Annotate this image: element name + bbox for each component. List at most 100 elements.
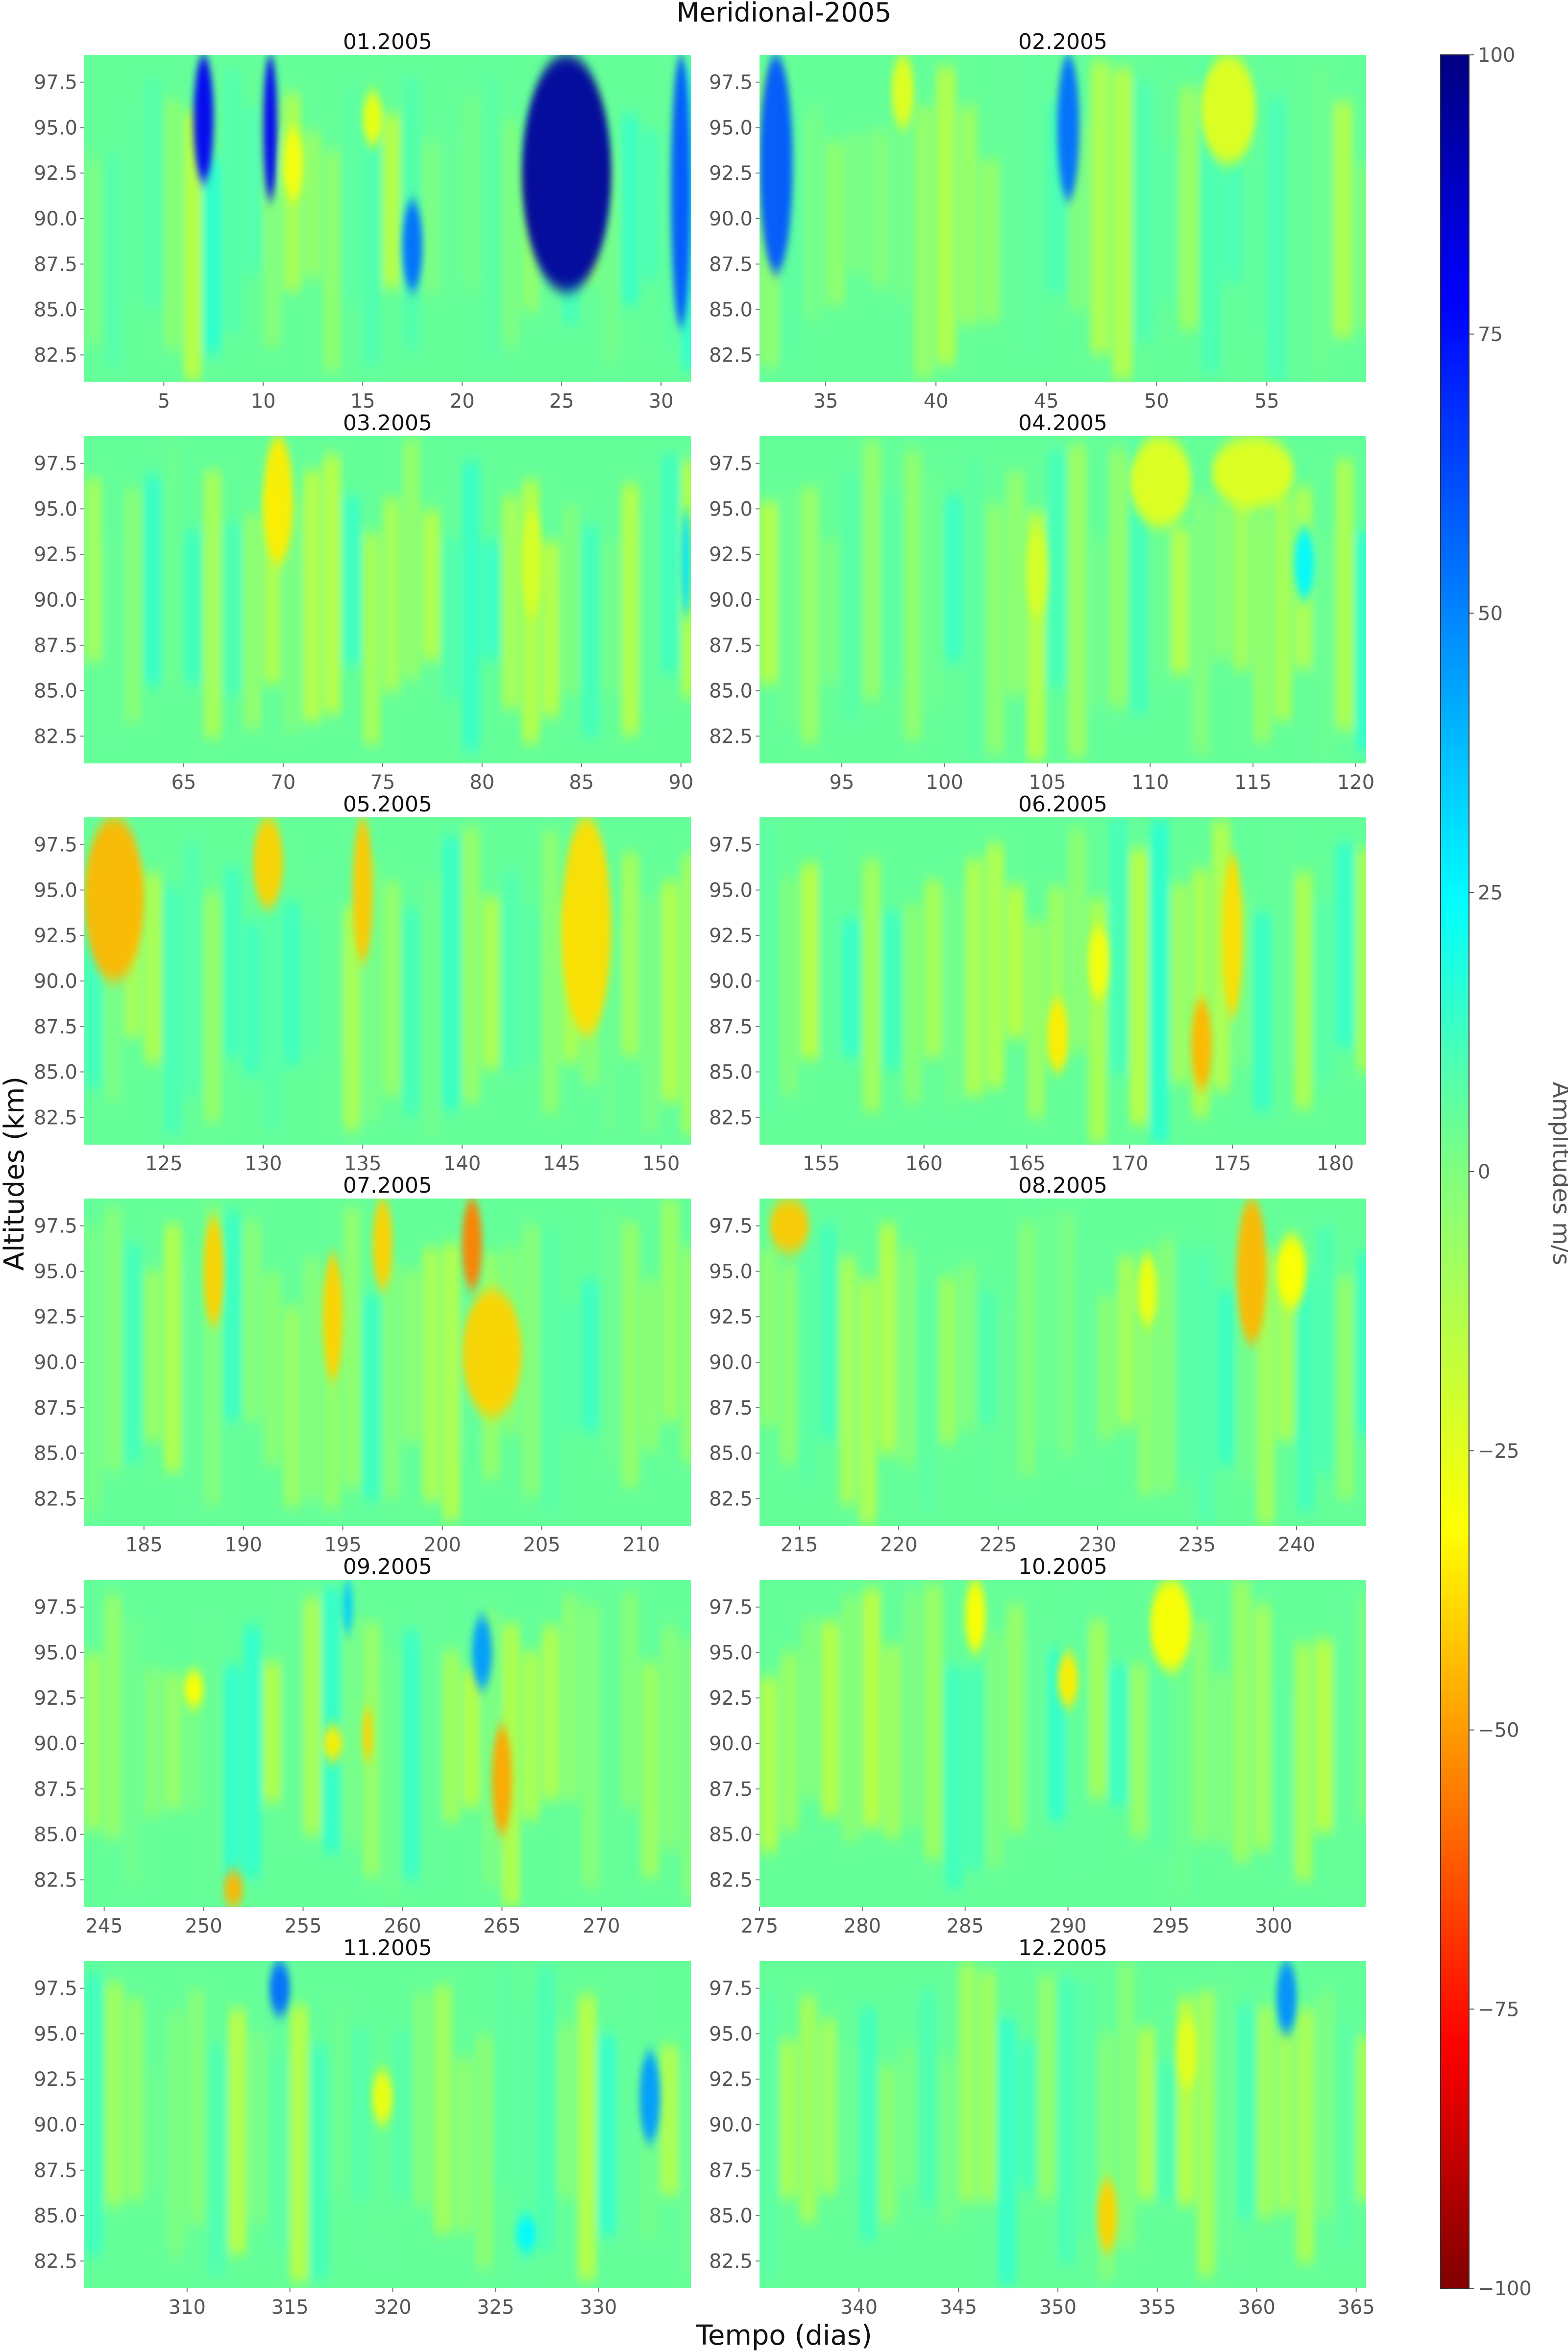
heatmap-cell [839,1257,857,1504]
heatmap-cell [1356,2038,1366,2200]
heatmap-cell [848,132,868,273]
heatmap-feature [1177,2015,1197,2088]
x-tick-label: 115 [1234,771,1272,794]
heatmap-cell [780,877,799,1097]
heatmap-cell [144,1667,162,1819]
heatmap-cell [914,106,934,378]
heatmap-cell [164,438,182,687]
heatmap-cell [203,892,222,1123]
heatmap-cell [521,1651,540,1820]
x-tick-label: 355 [1139,2296,1176,2319]
heatmap-cell [1356,849,1366,1071]
heatmap-cell [1129,1663,1149,1837]
heatmap-cell [164,1671,182,1809]
heatmap-cell [1156,145,1176,304]
heatmap-cell [223,523,242,696]
heatmap-cell [760,1996,778,2278]
heatmap-cell [402,909,420,1116]
heatmap-cell [1112,68,1132,379]
y-tick-label: 92.5 [34,2068,77,2091]
heatmap-cell [482,540,500,661]
x-tick-label: 275 [741,1915,778,1937]
x-tick-label: 50 [1144,390,1169,413]
heatmap-cell [382,115,401,288]
heatmap-cell [562,504,580,694]
heatmap-cell [1078,1259,1096,1471]
y-tick-label: 90.0 [34,208,77,230]
heatmap-cell [1217,1291,1235,1465]
heatmap-cell [1197,1990,1215,2277]
heatmap-field [760,818,1366,1144]
heatmap-cell [858,2008,877,2240]
heatmap-cell [804,109,824,320]
heatmap-feature [183,1670,204,1707]
y-tick-label: 82.5 [34,1106,77,1129]
heatmap-feature [203,1217,224,1326]
heatmap-cell [581,525,600,738]
heatmap-cell [581,1603,600,1888]
heatmap-cell [343,1617,361,1845]
colorbar: 100 75 50 25 0 −25 −50 −75 −100 Amplitudes m/s [1440,44,1568,2300]
heatmap-feature [1222,854,1243,1018]
x-tick-label: 325 [477,2296,514,2319]
panel-title: 04.2005 [1018,411,1107,436]
y-tick-label: 82.5 [709,344,753,367]
heatmap-cell [841,919,860,1058]
heatmap-cell [1177,1245,1195,1480]
x-tick-label: 245 [85,1915,122,1937]
heatmap-feature [1057,55,1079,200]
y-tick-label: 85.0 [709,299,753,321]
heatmap-feature [323,1253,343,1381]
y-tick-label: 90.0 [34,1351,77,1374]
x-tick-label: 220 [880,1534,917,1556]
x-tick-label: 145 [543,1152,580,1175]
heatmap-cell [104,541,122,736]
y-tick-label: 97.5 [709,1215,753,1238]
x-tick-label: 140 [443,1152,481,1175]
x-tick-label: 125 [145,1152,182,1175]
x-tick-label: 350 [1039,2296,1077,2319]
colorbar-tick-label: −25 [1478,1440,1519,1463]
heatmap-cell [243,922,262,1076]
heatmap-cell [780,1652,799,1831]
colorbar-bar [1440,54,1470,2289]
heatmap-cell [799,1996,817,2223]
heatmap-cell [1171,528,1190,674]
heatmap-cell [1171,884,1190,1083]
heatmap-cell [442,132,461,289]
heatmap-cell [248,2032,268,2224]
heatmap-cell [1316,1991,1335,2218]
colorbar-tick-label: 0 [1478,1161,1490,1183]
x-tick-label: 290 [1049,1915,1086,1937]
heatmap-cell [462,1669,480,1808]
y-tick-label: 85.0 [34,680,77,703]
colorbar-tick-label: −100 [1478,2278,1532,2300]
heatmap-feature [562,817,612,1036]
heatmap-cell [1355,163,1366,330]
y-tick-label: 82.5 [709,1106,753,1129]
y-axis-label: Altitudes (km) [0,1077,30,1271]
colorbar-tick-label: −50 [1478,1719,1519,1742]
heatmap-cell [183,1259,202,1509]
x-tick-label: 345 [940,2296,977,2319]
y-tick-label: 87.5 [34,2159,77,2182]
heatmap-cell [601,539,619,694]
heatmap-cell [144,475,162,685]
colorbar-tick-label: −75 [1478,1998,1519,2021]
heatmap-cell [502,495,520,709]
heatmap-cell [1294,1643,1313,1881]
y-tick-label: 95.0 [709,2023,753,2045]
y-tick-label: 97.5 [709,1596,753,1619]
heatmap-cell [502,871,520,1072]
heatmap-field [760,1961,1366,2285]
heatmap-cell [1316,1225,1335,1474]
heatmap-cell [1027,921,1046,1119]
heatmap-cell [303,1597,321,1836]
x-tick-label: 5 [158,390,170,413]
y-tick-label: 95.0 [34,1260,77,1283]
y-tick-label: 92.5 [34,925,77,947]
heatmap-cell [223,867,242,1058]
heatmap-cell [363,1295,381,1500]
heatmap-cell [826,141,846,306]
y-tick-label: 87.5 [709,2159,753,2182]
